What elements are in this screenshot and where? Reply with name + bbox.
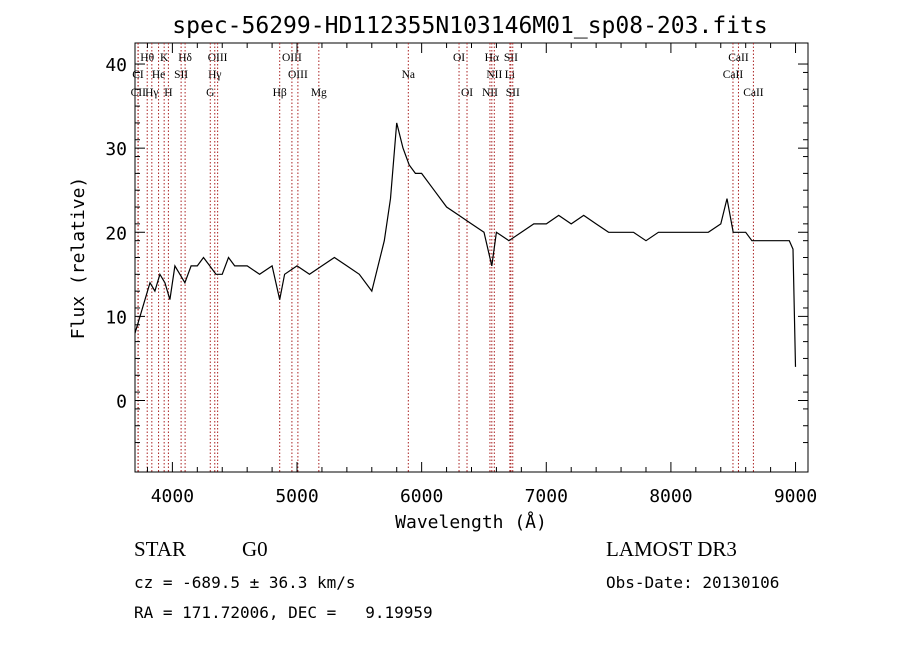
- line-marker-label: CaII: [743, 87, 764, 99]
- y-tick-label: 30: [105, 139, 127, 160]
- plot-frame: [134, 42, 809, 473]
- y-tick-label: 20: [105, 223, 127, 244]
- line-marker-label: OI: [461, 87, 473, 99]
- line-marker-label: Hγ: [208, 69, 221, 81]
- observation-date: Obs-Date: 20130106: [606, 573, 780, 592]
- line-marker-label: SII: [504, 52, 518, 64]
- line-marker-label: Mg: [311, 87, 327, 99]
- line-marker-label: K: [160, 52, 169, 64]
- redshift-velocity: cz = -689.5 ± 36.3 km/s: [134, 573, 356, 592]
- y-tick-label: 10: [105, 307, 127, 328]
- spectral-line-markers: HθKHδOIIIOIIIOIHαSIICaIICIHeSIIHγOIIINaN…: [131, 43, 764, 472]
- line-marker-label: Hα: [485, 52, 499, 64]
- ra-dec-coordinates: RA = 171.72006, DEC = 9.19959: [134, 603, 433, 622]
- line-marker-label: SII: [506, 87, 520, 99]
- chart-title: spec-56299-HD112355N103146M01_sp08-203.f…: [172, 13, 767, 39]
- y-axis-label: Flux (relative): [68, 177, 89, 340]
- line-marker-label: Hβ: [273, 87, 287, 99]
- line-marker-label: Hγ: [145, 87, 158, 99]
- x-tick-label: 7000: [525, 486, 568, 507]
- survey-name: LAMOST DR3: [606, 537, 737, 561]
- axis-ticks: 4000 5000 6000 7000 8000 9000 0 10 20 30 40: [105, 43, 817, 507]
- x-tick-label: 6000: [400, 486, 443, 507]
- line-marker-label: OI: [453, 52, 465, 64]
- line-marker-label: CII: [131, 87, 147, 99]
- line-marker-label: SII: [174, 69, 188, 81]
- line-marker-label: OIII: [288, 69, 308, 81]
- object-type: STAR: [134, 537, 186, 561]
- line-marker-label: He: [152, 69, 165, 81]
- x-tick-label: 9000: [774, 486, 817, 507]
- x-tick-label: 4000: [151, 486, 194, 507]
- line-marker-label: Li: [505, 69, 515, 81]
- line-marker-label: H: [164, 87, 172, 99]
- line-marker-label: CaII: [723, 69, 744, 81]
- line-marker-label: Na: [402, 69, 415, 81]
- y-tick-label: 0: [116, 392, 127, 413]
- line-marker-label: NII: [482, 87, 498, 99]
- line-marker-label: OIII: [208, 52, 228, 64]
- x-tick-label: 5000: [275, 486, 318, 507]
- x-tick-label: 8000: [649, 486, 692, 507]
- line-marker-label: OIII: [282, 52, 302, 64]
- spectral-class: G0: [242, 537, 268, 561]
- y-tick-label: 40: [105, 55, 127, 76]
- line-marker-label: CaII: [728, 52, 749, 64]
- line-marker-label: Hδ: [178, 52, 192, 64]
- line-marker-label: Hθ: [140, 52, 154, 64]
- flux-series-line: [134, 122, 797, 367]
- line-marker-label: NII: [486, 69, 502, 81]
- line-marker-label: G: [206, 87, 214, 99]
- x-axis-label: Wavelength (Å): [395, 511, 547, 533]
